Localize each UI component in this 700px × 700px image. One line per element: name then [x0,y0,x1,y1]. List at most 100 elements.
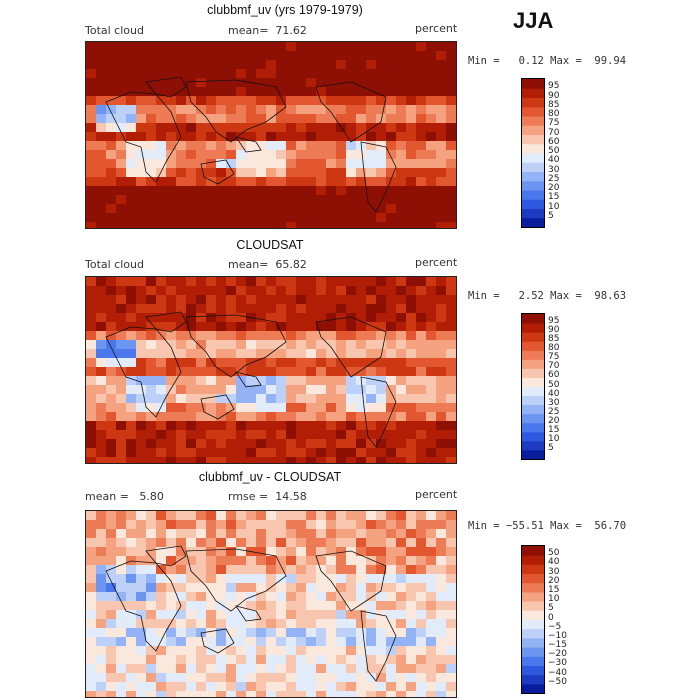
map-cell [266,655,277,665]
map-cell [206,42,217,52]
map-cell [436,132,447,142]
map-cell [446,457,456,463]
map-cell [436,556,447,566]
map-cell [376,574,387,584]
map-cell [386,394,397,404]
map-cell [296,213,307,223]
map-cell [196,150,207,160]
map-cell [296,349,307,359]
map-cell [366,168,377,178]
map-cell [196,304,207,314]
map-cell [116,430,127,440]
map-cell [316,628,327,638]
map-cell [276,331,287,341]
map-cell [116,610,127,620]
map-cell [356,87,367,97]
map-cell [446,114,456,124]
map-cell [436,51,447,61]
map-cell [86,376,97,386]
map-cell [336,277,347,287]
map-cell [366,186,377,196]
map-cell [376,222,387,228]
map-cell [206,141,217,151]
map-cell [256,637,267,647]
map-cell [296,385,307,395]
map-cell [446,574,456,584]
map-cell [146,511,157,521]
map-cell [336,295,347,305]
map-cell [416,78,427,88]
map-cell [306,87,317,97]
map-cell [256,376,267,386]
map-cell [196,69,207,79]
map-cell [196,430,207,440]
map-cell [206,340,217,350]
map-cell [296,322,307,332]
map-cell [206,213,217,223]
colorbar-swatch [522,106,544,117]
colorbar-swatch [522,323,544,333]
map-cell [96,430,107,440]
map-cell [296,313,307,323]
map-cell [406,520,417,530]
map-cell [416,195,427,205]
map-cell [256,664,267,674]
map-cell [266,592,277,602]
panel-2-map-svg [86,277,456,463]
map-cell [276,358,287,368]
map-cell [416,664,427,674]
map-cell [206,556,217,566]
map-cell [266,51,277,61]
map-cell [306,394,317,404]
map-cell [186,358,197,368]
map-cell [216,295,227,305]
map-cell [176,619,187,629]
map-cell [146,565,157,575]
map-cell [246,132,257,142]
map-cell [166,222,177,228]
map-cell [176,51,187,61]
map-cell [246,286,257,296]
map-cell [306,619,317,629]
map-cell [396,78,407,88]
map-cell [376,430,387,440]
map-cell [266,673,277,683]
map-cell [416,439,427,449]
map-cell [336,150,347,160]
map-cell [426,565,437,575]
map-cell [406,141,417,151]
map-cell [306,538,317,548]
map-cell [416,547,427,557]
map-cell [366,87,377,97]
coastline [200,159,235,185]
map-cell [356,96,367,106]
map-cell [216,664,227,674]
map-cell [156,646,167,656]
map-cell [126,637,137,647]
map-cell [356,439,367,449]
map-cell [296,96,307,106]
map-cell [346,195,357,205]
map-cell [126,673,137,683]
map-cell [396,60,407,70]
map-cell [436,195,447,205]
map-cell [356,60,367,70]
map-cell [136,286,147,296]
map-cell [256,114,267,124]
map-cell [186,349,197,359]
map-cell [236,349,247,359]
map-cell [416,222,427,228]
map-cell [226,204,237,214]
map-cell [436,69,447,79]
map-cell [266,213,277,223]
map-cell [286,42,297,52]
map-cell [256,132,267,142]
map-cell [376,673,387,683]
map-cell [446,601,456,611]
colorbar-tick-label: 75 [548,352,560,363]
map-cell [376,132,387,142]
map-cell [296,295,307,305]
map-cell [186,168,197,178]
map-cell [186,60,197,70]
map-cell [156,105,167,115]
